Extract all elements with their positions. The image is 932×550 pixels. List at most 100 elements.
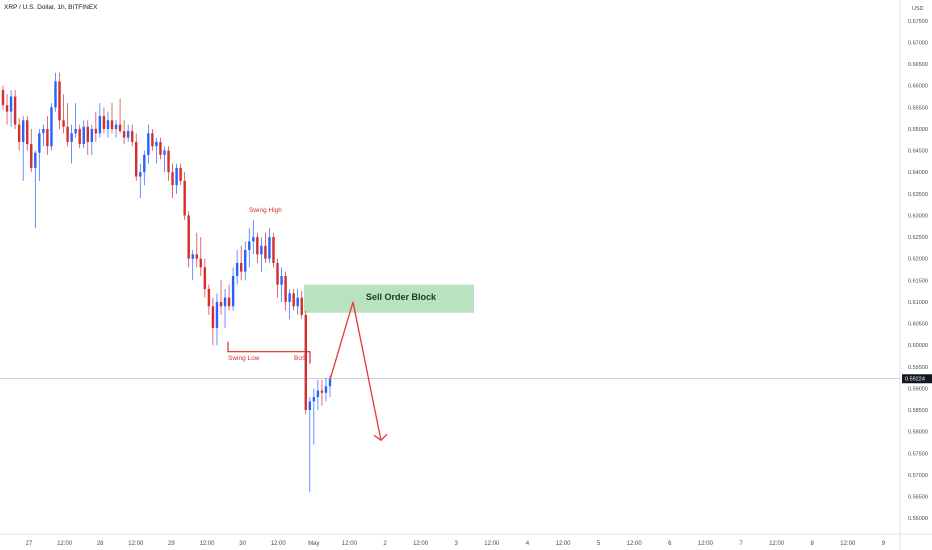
time-axis[interactable]: 27 12:00 28 12:00 29 12:00 30 12:00 May 12:00 2 12:…	[26, 541, 886, 547]
candle-body	[203, 267, 207, 289]
time-tick-label: 12:00	[555, 541, 571, 547]
candle-body	[244, 250, 247, 272]
candle-body	[163, 150, 166, 155]
candle-body	[1, 90, 5, 106]
time-tick-label: May	[308, 541, 319, 547]
candle-body	[46, 128, 49, 147]
candle-body	[13, 96, 17, 125]
sell-order-block-zone[interactable]	[304, 284, 474, 313]
current-price-value: 0.59224	[905, 377, 925, 383]
candle-body	[139, 172, 142, 177]
price-tick-label: 0.66000	[908, 84, 928, 90]
candle-body	[199, 258, 203, 268]
candle-body	[82, 126, 85, 145]
price-tick-label: 0.64000	[908, 170, 928, 176]
candle-body	[126, 131, 130, 138]
candle-body	[284, 275, 287, 302]
price-tick-label: 0.56500	[908, 495, 928, 501]
candle-body	[276, 263, 279, 285]
price-tick-label: 0.58500	[908, 408, 928, 414]
swing-low-label: Swing Low	[228, 355, 260, 362]
time-tick-label: 12:00	[840, 541, 856, 547]
candle-body	[179, 167, 182, 181]
candles-group	[1, 72, 332, 493]
candle-body	[260, 245, 263, 255]
candle-body	[207, 288, 211, 307]
candle-body	[58, 81, 61, 121]
price-tick-label: 0.61000	[908, 300, 928, 306]
candle-body	[122, 131, 126, 138]
candle-body	[74, 128, 77, 134]
time-tick-label: 12:00	[199, 541, 215, 547]
time-tick-label: 30	[239, 541, 246, 547]
candle-body	[159, 141, 162, 155]
time-tick-label: 7	[739, 541, 743, 547]
break-of-structure-line	[227, 341, 311, 364]
candle-body	[5, 105, 9, 112]
candle-body	[231, 275, 235, 307]
price-tick-label: 0.57500	[908, 451, 928, 457]
candle-body	[223, 297, 227, 307]
candle-body	[42, 128, 45, 134]
candle-body	[268, 237, 271, 259]
candle-body	[9, 96, 13, 112]
candle-body	[227, 297, 231, 307]
candle-body	[252, 237, 255, 242]
price-tick-label: 0.66500	[908, 62, 928, 68]
time-tick-label: 28	[97, 541, 104, 547]
time-tick-label: 12:00	[342, 541, 358, 547]
candle-body	[320, 390, 324, 393]
candle-body	[324, 386, 328, 393]
price-tick-label: 0.64500	[908, 149, 928, 155]
candle-body	[239, 263, 243, 272]
candle-body	[215, 301, 219, 328]
candle-body	[90, 128, 94, 142]
price-tick-label: 0.59500	[908, 365, 928, 371]
time-tick-label: 12:00	[271, 541, 287, 547]
time-tick-label: 27	[26, 541, 33, 547]
time-tick-label: 12:00	[128, 541, 144, 547]
time-tick-label: 4	[526, 541, 530, 547]
candle-body	[86, 126, 89, 142]
bos-label: BoS	[294, 355, 307, 362]
price-tick-label: 0.61500	[908, 278, 928, 284]
candle-body	[155, 141, 158, 147]
candle-body	[54, 81, 57, 108]
candle-body	[300, 297, 303, 315]
candle-body	[130, 131, 134, 142]
candle-body	[211, 306, 215, 328]
projection-path	[329, 301, 382, 441]
candle-body	[288, 293, 291, 302]
candle-body	[106, 120, 110, 129]
price-axis[interactable]: 0.67500 0.67000 0.66500 0.66000 0.65500 0.650…	[908, 19, 928, 522]
candle-body	[34, 152, 37, 168]
chart-title: XRP / U.S. Dollar, 1h, BITFINEX	[4, 4, 98, 11]
candle-body	[98, 115, 102, 134]
price-tick-label: 0.56000	[908, 516, 928, 522]
candle-body	[114, 124, 118, 129]
candle-body	[292, 293, 295, 307]
candle-body	[235, 263, 239, 276]
candle-body	[191, 254, 194, 259]
price-tick-label: 0.67500	[908, 19, 928, 25]
price-tick-label: 0.60000	[908, 343, 928, 349]
candle-body	[21, 120, 25, 142]
candle-body	[102, 115, 106, 129]
candle-body	[272, 237, 275, 264]
candle-body	[118, 124, 122, 132]
time-tick-label: 2	[383, 541, 387, 547]
candle-body	[38, 133, 41, 153]
price-tick-label: 0.62000	[908, 257, 928, 263]
candle-body	[219, 301, 223, 307]
candle-body	[147, 133, 150, 155]
candle-body	[187, 215, 190, 259]
time-tick-label: 29	[168, 541, 175, 547]
candle-body	[328, 378, 332, 387]
price-tick-label: 0.63500	[908, 192, 928, 198]
time-tick-label: 3	[455, 541, 459, 547]
sell-order-block-label: Sell Order Block	[366, 292, 437, 302]
candle-body	[280, 275, 283, 285]
time-tick-label: 12:00	[769, 541, 785, 547]
